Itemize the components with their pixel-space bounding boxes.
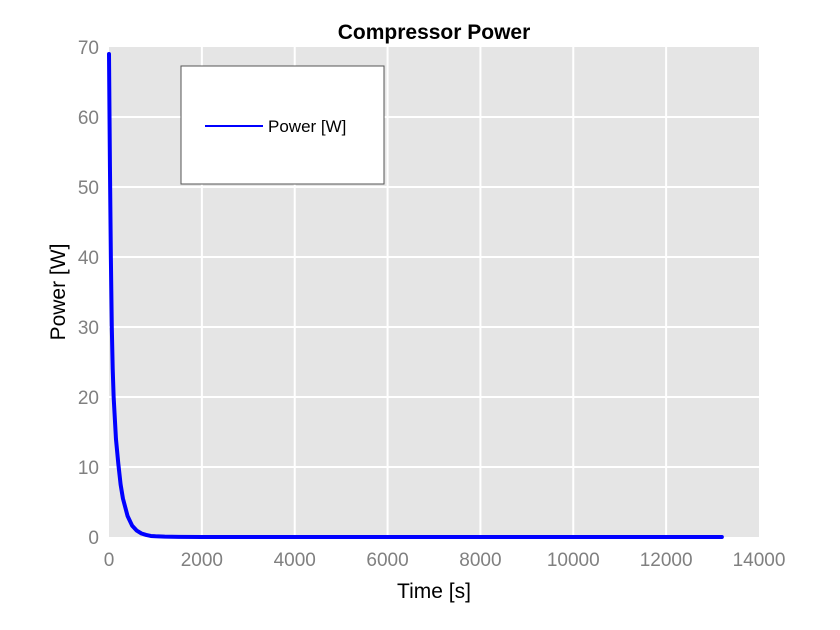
x-tick-label: 8000	[459, 550, 501, 571]
x-tick-label: 14000	[733, 550, 786, 571]
x-tick-label: 10000	[547, 550, 600, 571]
data-point	[109, 165, 111, 167]
legend: Power [W]	[180, 65, 385, 185]
data-point	[479, 536, 482, 538]
data-point	[115, 438, 117, 440]
y-tick-label: 70	[78, 38, 99, 59]
data-point	[154, 535, 157, 538]
chart-title: Compressor Power	[338, 21, 531, 44]
data-point	[110, 326, 113, 328]
x-tick-label: 12000	[640, 550, 693, 571]
y-axis-label: Power [W]	[47, 244, 70, 341]
data-point	[140, 532, 143, 535]
data-point	[665, 536, 667, 538]
series-group	[107, 52, 724, 539]
x-tick-label: 2000	[181, 550, 223, 571]
x-axis-label: Time [s]	[397, 580, 471, 603]
data-point	[117, 462, 120, 465]
data-point	[110, 256, 112, 258]
data-point	[177, 536, 180, 538]
data-point	[111, 368, 114, 370]
x-tick-label: 6000	[366, 550, 408, 571]
data-point	[126, 515, 129, 517]
y-tick-label: 20	[78, 388, 99, 409]
data-point	[108, 109, 111, 111]
legend-entry-power: Power [W]	[268, 117, 346, 136]
data-point	[721, 536, 723, 538]
data-point	[293, 536, 296, 538]
y-tick-label: 60	[78, 108, 99, 129]
x-tick-label: 0	[104, 550, 115, 571]
y-tick-label: 10	[78, 458, 99, 479]
data-point	[122, 497, 124, 500]
data-point	[386, 536, 389, 538]
data-point	[108, 53, 110, 55]
x-tick-label: 4000	[274, 550, 316, 571]
data-point	[131, 525, 134, 527]
data-point	[201, 536, 203, 538]
grid-lines	[109, 47, 759, 537]
y-tick-label: 0	[88, 528, 99, 549]
data-point	[572, 536, 575, 538]
data-point	[145, 534, 147, 536]
data-point	[136, 529, 138, 532]
y-tick-label: 30	[78, 318, 99, 339]
y-tick-label: 40	[78, 248, 99, 269]
data-point	[149, 535, 152, 537]
data-point	[163, 535, 166, 538]
y-tick-label: 50	[78, 178, 99, 199]
data-point	[112, 396, 115, 398]
data-point	[119, 483, 122, 486]
axis-ticks: 0 2000 4000 6000 8000 10000 12000 14000 0 10 20 30 4…	[78, 38, 786, 571]
